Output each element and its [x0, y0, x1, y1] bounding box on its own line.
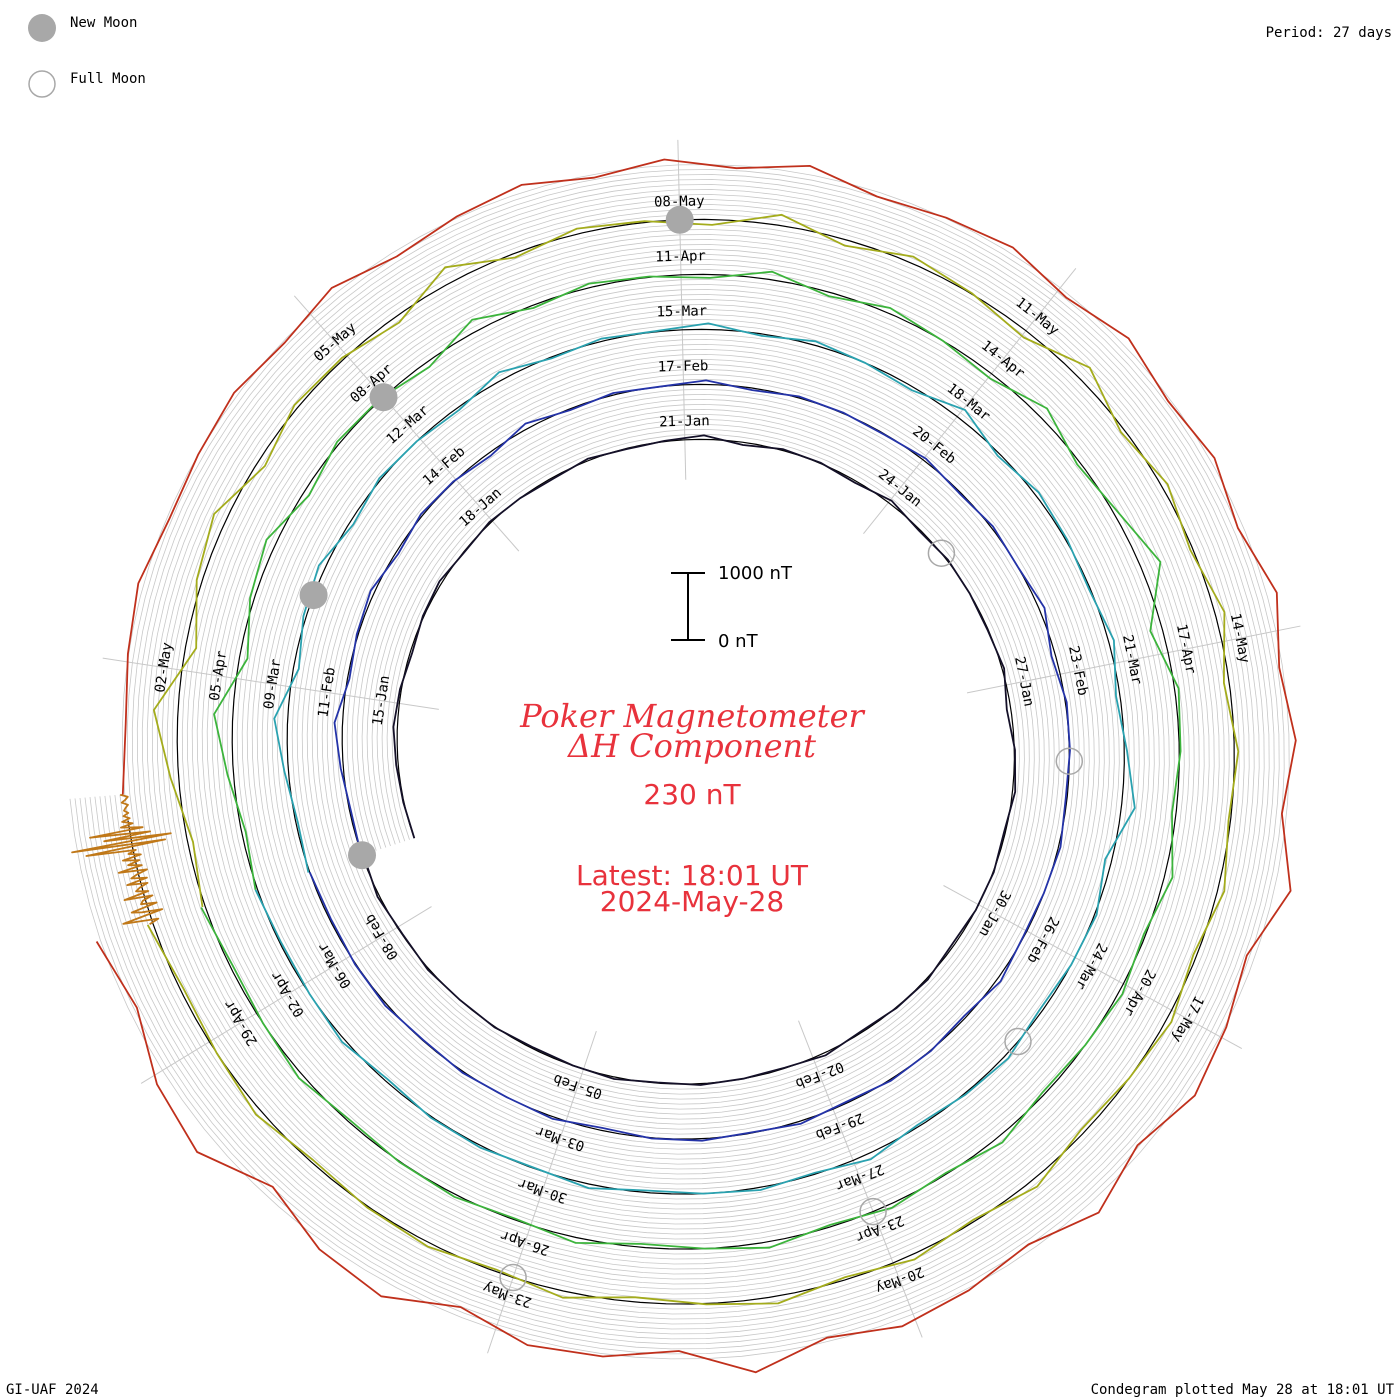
grid-spoke-0: [102, 657, 439, 710]
full-moon-marker-0: [927, 539, 956, 567]
trace-series-2: [308, 379, 1071, 1142]
full-moon-marker-2: [1004, 1027, 1032, 1056]
chart-title: Poker Magnetometer: [519, 697, 865, 735]
footer-plotted: Condegram plotted May 28 at 18:01 UT: [1091, 1382, 1395, 1398]
date-label-16: 03-Mar: [534, 1123, 587, 1154]
latest-time: Latest: 18:01 UT: [576, 859, 809, 892]
trace-series-6: [71, 793, 172, 925]
grid-spoke-5: [943, 885, 1243, 1050]
scale-bar: 1000 nT 0 nT: [671, 563, 793, 652]
date-label-22: 21-Mar: [1119, 633, 1145, 686]
date-label-9: 11-Feb: [315, 666, 338, 718]
latest-date: 2024-May-28: [600, 885, 785, 918]
date-label-4: 27-Jan: [1011, 655, 1037, 708]
scale-bottom-label: 0 nT: [718, 631, 759, 652]
date-label-3: 24-Jan: [875, 466, 924, 510]
legend-full-moon: Full Moon: [70, 71, 146, 87]
current-value: 230 nT: [643, 778, 741, 811]
period-label: Period: 27 days: [1266, 25, 1392, 41]
new-moon-marker-3: [665, 205, 694, 234]
date-label-18: 09-Mar: [261, 658, 284, 710]
date-label-0: 15-Jan: [370, 674, 393, 726]
grid-spoke-6: [798, 1020, 923, 1338]
date-label-36: 02-May: [152, 641, 175, 693]
grid-spoke-1: [293, 295, 520, 552]
moon-markers: [299, 205, 1084, 1292]
trace-series-3: [254, 322, 1136, 1195]
date-label-25: 30-Mar: [516, 1175, 569, 1206]
trace-series-1: [362, 434, 1017, 1086]
trace-series-4: [200, 270, 1182, 1250]
trace-series-7: [95, 158, 1297, 1374]
scale-top-label: 1000 nT: [718, 563, 793, 584]
baseline-path: [127, 218, 1235, 1305]
baseline-spiral: [127, 218, 1235, 1305]
date-label-27: 05-Apr: [207, 650, 230, 702]
full-moon-marker-4: [499, 1263, 527, 1292]
full-moon-marker-1: [1055, 747, 1084, 775]
chart-subtitle: ΔH Component: [566, 727, 816, 765]
date-label-34: 26-Apr: [498, 1227, 551, 1258]
date-label-2: 21-Jan: [659, 413, 710, 430]
date-label-7: 05-Feb: [551, 1070, 604, 1101]
date-label-13: 23-Feb: [1065, 644, 1091, 697]
grid-spoke-2: [677, 139, 687, 480]
date-label-38: 08-May: [654, 193, 705, 210]
date-label-29: 11-Apr: [655, 248, 706, 265]
legend: New Moon Full Moon: [28, 14, 146, 98]
date-label-40: 14-May: [1227, 612, 1253, 665]
grid-spoke-4: [966, 625, 1301, 694]
new-moon-marker-2: [369, 383, 398, 412]
full-moon-icon: [28, 70, 56, 98]
full-moon-marker-3: [859, 1197, 887, 1226]
date-label-11: 17-Feb: [658, 358, 709, 375]
trace-series-5: [146, 213, 1240, 1306]
date-label-31: 17-Apr: [1173, 623, 1199, 676]
grid-spoke-3: [863, 267, 1077, 535]
grid-spoke-7: [487, 1030, 597, 1354]
footer-credit: GI-UAF 2024: [6, 1382, 99, 1398]
new-moon-marker-0: [348, 841, 376, 870]
grid-spoke-8: [140, 906, 432, 1084]
new-moon-marker-1: [299, 581, 328, 610]
data-traces: [71, 158, 1297, 1374]
legend-new-moon: New Moon: [70, 15, 137, 31]
new-moon-icon: [28, 14, 56, 42]
date-label-43: 23-May: [481, 1279, 534, 1310]
date-label-20: 15-Mar: [656, 303, 707, 320]
